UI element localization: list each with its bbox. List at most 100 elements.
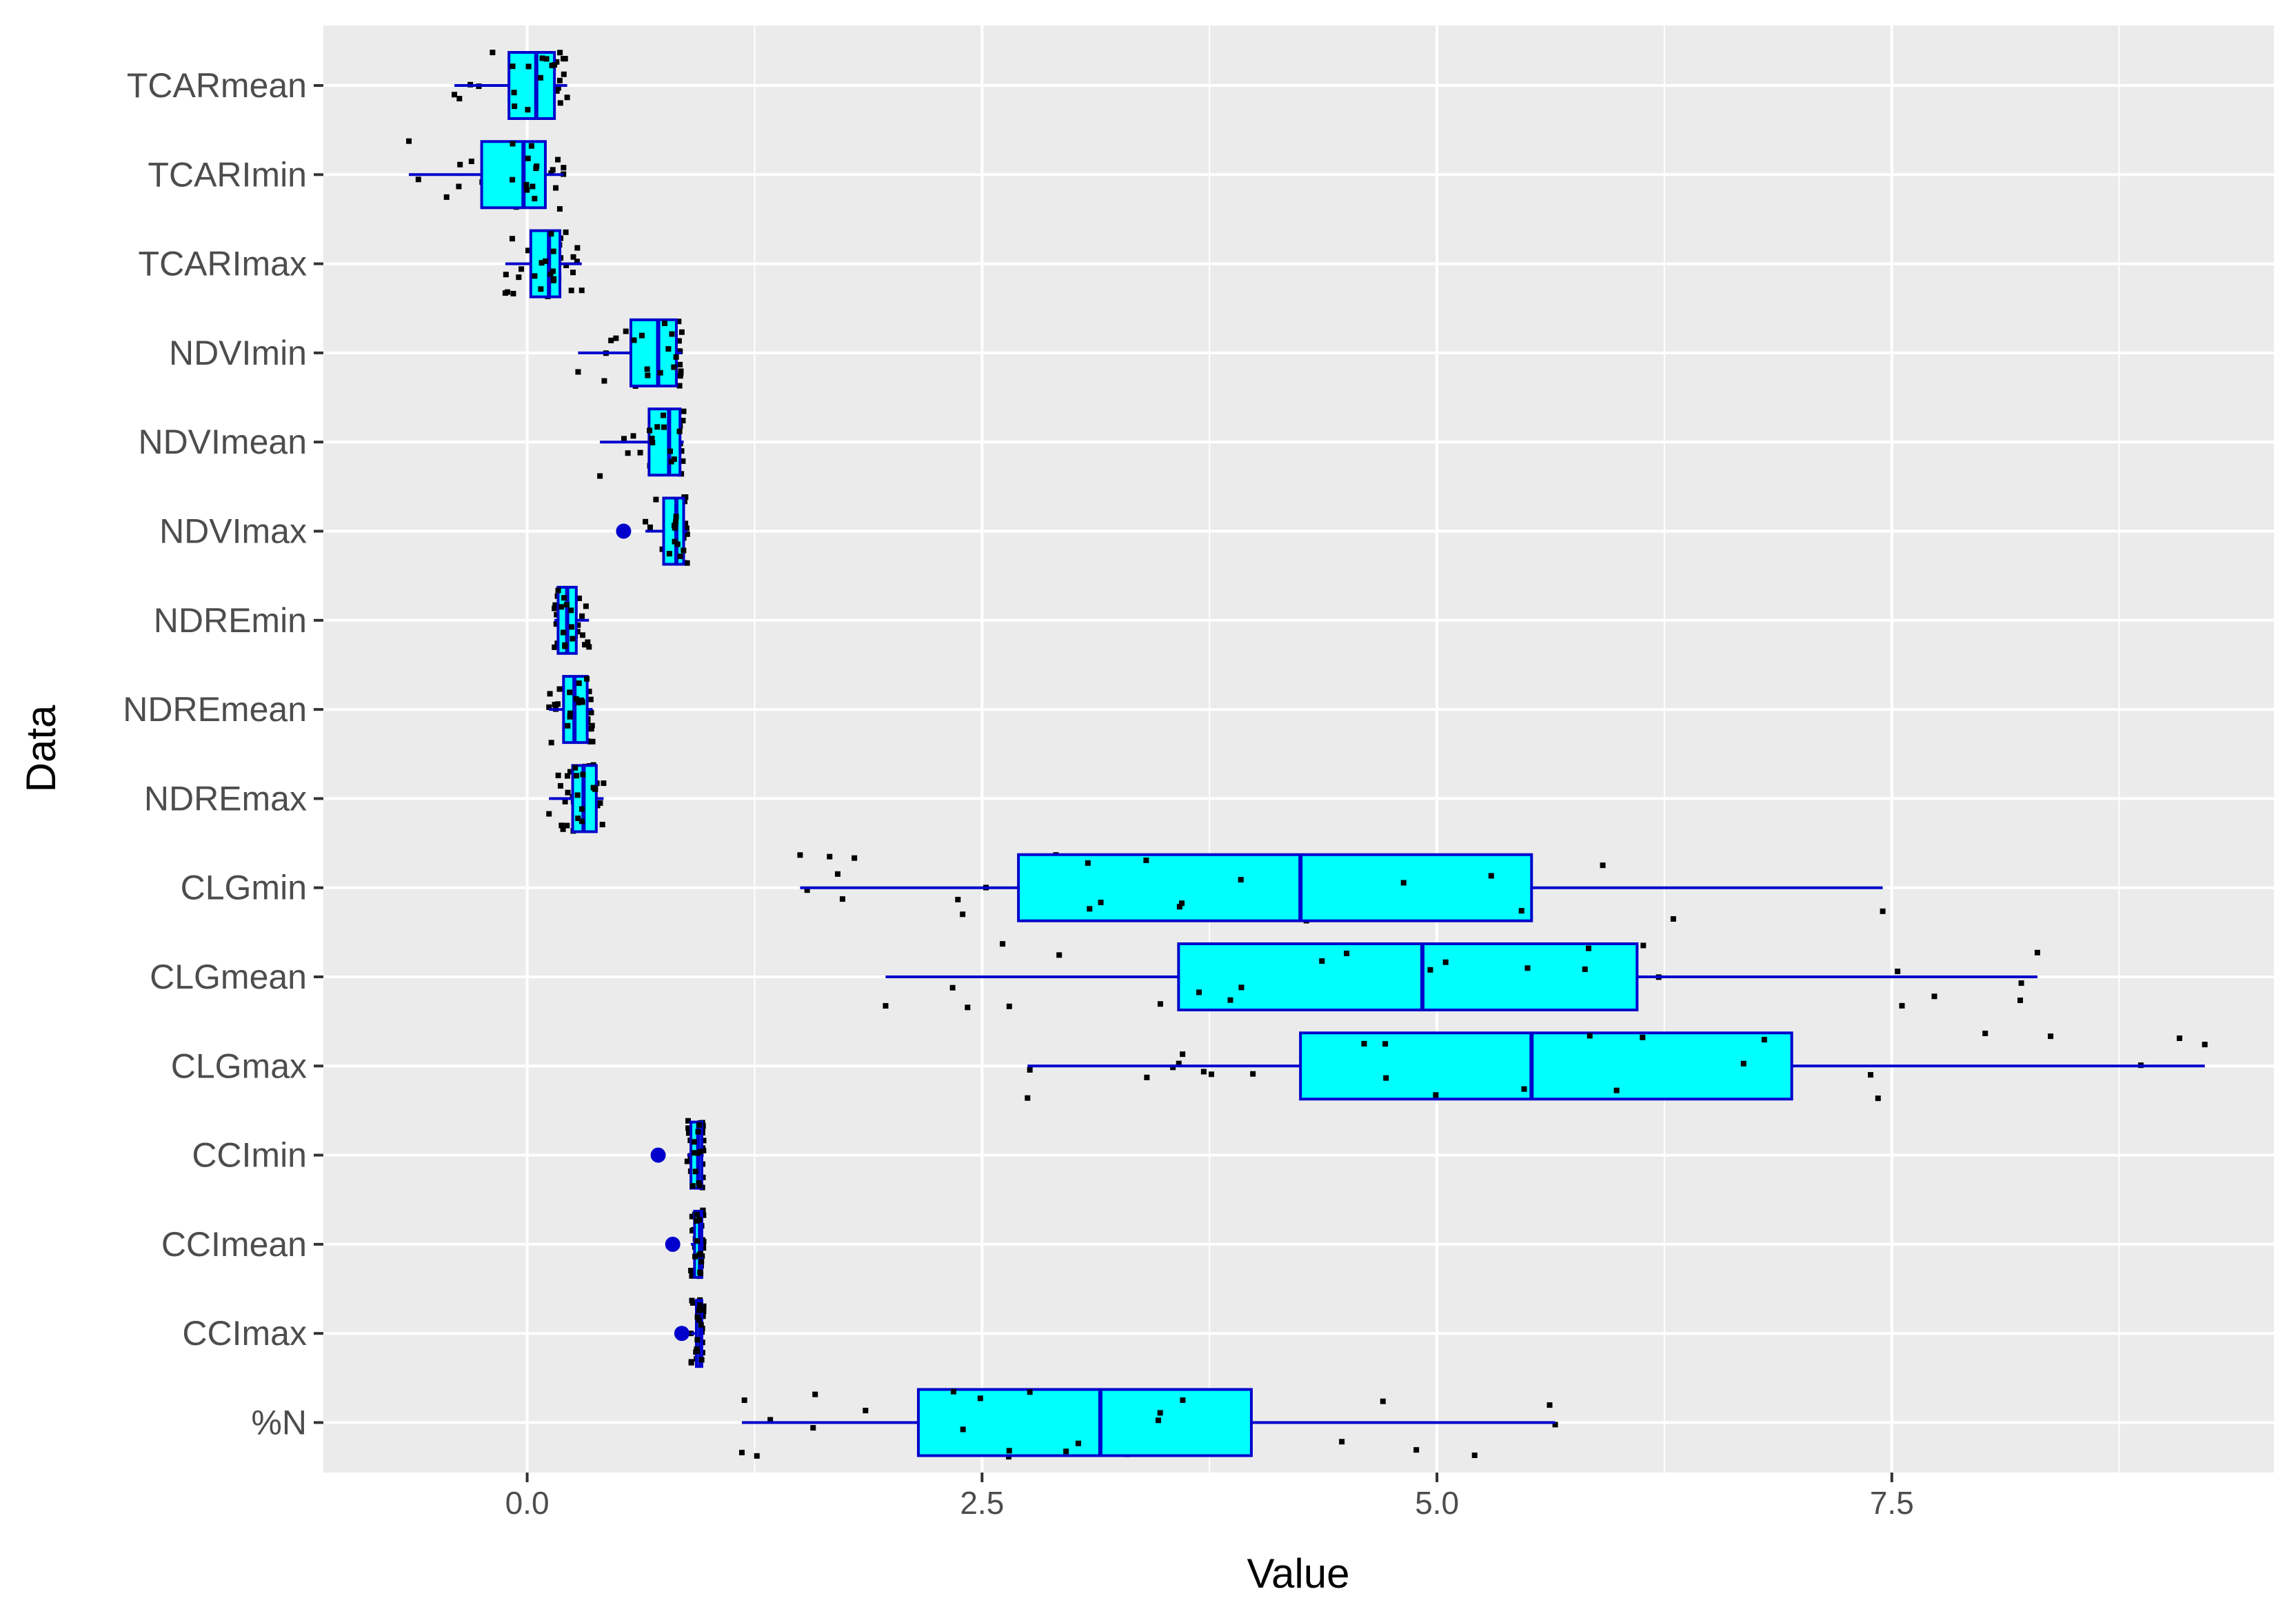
jitter-point [701,1303,707,1309]
jitter-point [673,354,679,360]
jitter-point [1056,952,1063,958]
jitter-point [578,697,585,703]
jitter-point [676,383,683,389]
jitter-point [689,1213,695,1220]
jitter-point [548,740,554,746]
jitter-point [583,603,589,609]
jitter-point [684,1158,690,1164]
box-TCARmean [454,51,567,120]
jitter-point [510,176,516,183]
jitter-point [674,541,681,547]
jitter-point [1006,1448,1012,1454]
jitter-point [415,176,421,183]
jitter-point [1895,969,1901,975]
jitter-point [685,1125,692,1131]
jitter-point [1179,900,1185,907]
jitter-point [585,726,592,732]
jitter-point [683,520,689,527]
jitter-point [673,514,679,520]
jitter-point [1000,941,1006,947]
jitter-point [562,798,568,805]
jitter-point [1875,1095,1881,1102]
box-rect [1017,853,1533,922]
box-NDVImean [600,407,684,477]
jitter-point [669,331,675,337]
jitter-point [1600,862,1606,869]
jitter-point [568,287,574,294]
jitter-point [457,161,463,168]
jitter-point [678,329,685,335]
jitter-point [555,156,561,163]
jitter-point [694,1218,700,1224]
jitter-point [518,266,525,272]
jitter-point [572,765,578,771]
jitter-point [1380,1398,1386,1404]
jitter-point [561,71,567,77]
jitter-point [525,63,532,70]
jitter-point [694,1238,701,1244]
y-axis: TCARmean TCARImin TCARImax NDVImin NDVImean N… [123,66,323,1442]
jitter-point [560,826,566,832]
jitter-point [575,816,581,822]
y-tick-label: TCARmean [127,66,307,105]
jitter-point [1521,1086,1527,1092]
jitter-point [2017,998,2024,1004]
jitter-point [565,722,571,729]
jitter-point [1344,950,1350,956]
jitter-point [452,92,458,98]
jitter-point [677,361,683,367]
jitter-point [1868,1072,1874,1078]
jitter-point [1931,993,1937,1000]
jitter-point [567,689,573,696]
jitter-point [698,1357,705,1363]
jitter-point [1670,916,1676,922]
jitter-point [580,771,586,778]
jitter-point [573,696,579,702]
jitter-point [561,629,567,636]
jitter-point [554,701,561,707]
jitter-point [538,286,544,292]
jitter-point [696,1252,703,1258]
jitter-point [510,63,516,70]
jitter-point [695,1150,701,1156]
jitter-point [839,896,845,902]
jitter-point [1025,1095,1031,1101]
jitter-point [1144,1074,1150,1080]
jitter-point [468,159,474,165]
jitter-point [647,524,653,530]
y-tick-label: CLGmin [181,869,307,907]
box-%N [741,1388,1555,1457]
jitter-point [638,332,645,338]
box-CCImean [665,1209,705,1279]
jitter-point [601,378,607,384]
jitter-point [575,369,581,375]
jitter-point [1227,997,1233,1003]
y-tick-label: NDVImean [138,423,307,461]
plot-panel [323,26,2274,1473]
jitter-point [625,450,631,456]
jitter-point [697,1269,703,1275]
jitter-point [563,602,570,608]
jitter-point [754,1453,760,1459]
jitter-point [676,428,683,434]
jitter-point [654,424,661,430]
jitter-point [1006,1003,1012,1009]
jitter-point [684,531,690,537]
jitter-point [949,984,956,991]
box-NDVImax [616,496,687,566]
jitter-point [1413,1447,1420,1453]
jitter-point [564,94,570,101]
jitter-point [668,458,674,465]
jitter-point [657,370,663,376]
jitter-point [552,701,558,707]
jitter-point [666,551,672,557]
box-CLGmin [800,853,1883,922]
jitter-point [567,714,573,720]
jitter-point [694,1337,701,1343]
jitter-point [546,704,552,710]
y-tick-label: NDVImin [169,334,307,372]
jitter-point [503,272,509,278]
jitter-point [563,263,570,269]
jitter-point [576,680,582,687]
